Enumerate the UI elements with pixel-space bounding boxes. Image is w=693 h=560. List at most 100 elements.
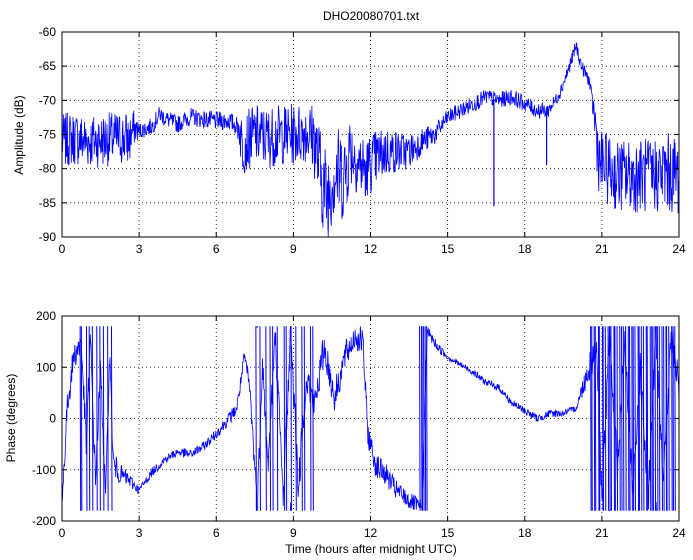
phase-wrap-line <box>255 326 257 511</box>
y-tick-label: -60 <box>39 25 57 39</box>
phase-wrap-line <box>607 326 610 511</box>
phase-wrap-line <box>276 326 279 511</box>
phase-wrap-line <box>99 326 101 511</box>
series-line <box>290 326 610 511</box>
phase-wrap-line <box>654 326 657 511</box>
phase-wrap-line <box>627 326 630 511</box>
y-tick-label: -80 <box>39 162 57 176</box>
x-tick-label: 6 <box>213 526 220 540</box>
chart-title: DHO20080701.txt <box>323 9 420 23</box>
phase-wrap-line <box>295 326 297 511</box>
phase-wrap-line <box>419 326 421 511</box>
phase-wrap-line <box>646 326 649 511</box>
series-amplitude <box>62 42 679 237</box>
phase-wrap-line <box>590 326 592 511</box>
phase-wrap-line <box>594 326 597 511</box>
phase-wrap-line <box>598 326 601 511</box>
series-line <box>62 42 679 237</box>
x-tick-label: 3 <box>136 242 143 256</box>
phase-wrap-line <box>85 326 88 511</box>
x-tick-label: 3 <box>136 526 143 540</box>
phase-wrap-line <box>614 326 616 511</box>
phase-wrap-line <box>625 326 627 511</box>
phase-wrap-line <box>269 326 272 511</box>
phase-wrap-line <box>632 326 635 511</box>
phase-wrap-line <box>649 326 652 511</box>
phase-wrap-line <box>602 326 605 511</box>
x-tick-label: 12 <box>364 242 378 256</box>
phase-wrap-line <box>613 326 615 511</box>
amplitude-panel: DHO20080701.txt 0 3 6 9 12 15 18 21 24 -90 -85 -80 -… <box>12 9 686 256</box>
phase-wrap-line <box>621 326 623 511</box>
y-tick-label: -200 <box>32 514 56 528</box>
phase-wrap-line <box>283 326 286 511</box>
series-phase <box>62 326 679 511</box>
series-line <box>62 334 258 511</box>
grid <box>62 316 679 521</box>
phase-wrap-line <box>671 326 673 511</box>
phase-wrap-line <box>656 326 659 511</box>
y-tick-label: -100 <box>32 463 56 477</box>
phase-wrap-line <box>634 326 636 511</box>
phase-wrap-line <box>645 326 648 511</box>
phase-panel: 0 3 6 9 12 15 18 21 24 -200 -100 0 100 200 Phase (deg… <box>4 309 686 556</box>
x-tick-label: 9 <box>290 242 297 256</box>
phase-wrap-line <box>652 326 654 511</box>
phase-wrap-line <box>629 326 631 511</box>
phase-wrap-line <box>301 326 303 511</box>
phase-wrap-line <box>79 326 82 511</box>
x-tick-label: 21 <box>595 242 609 256</box>
series-line <box>256 326 259 328</box>
phase-wrap-line <box>658 326 661 511</box>
series-line <box>289 502 292 511</box>
ticks: 0 3 6 9 12 15 18 21 24 -200 -100 0 100 200 <box>32 309 686 540</box>
phase-wrap-line <box>290 326 292 511</box>
phase-wrap-line <box>423 326 425 511</box>
phase-wrap-line <box>591 326 593 511</box>
phase-wrap-line <box>91 326 94 511</box>
y-tick-label: -85 <box>39 196 57 210</box>
phase-wrap-line <box>265 326 267 511</box>
x-tick-label: 6 <box>213 242 220 256</box>
phase-wrap-line <box>88 326 91 511</box>
x-tick-label: 18 <box>518 526 532 540</box>
phase-wrap-line <box>663 326 665 511</box>
phase-wrap-line <box>665 326 667 511</box>
phase-wrap-line <box>661 326 663 511</box>
x-tick-label: 0 <box>59 526 66 540</box>
phase-wrap-line <box>601 326 604 511</box>
x-tick-label: 15 <box>441 526 455 540</box>
phase-wrap-line <box>651 326 653 511</box>
phase-wrap-line <box>637 326 640 511</box>
phase-wrap-line <box>107 326 109 511</box>
phase-wrap-line <box>259 326 261 511</box>
phase-wrap-line <box>285 326 288 511</box>
y-tick-label: -75 <box>39 128 57 142</box>
y-axis-label: Amplitude (dB) <box>12 95 26 174</box>
phase-wrap-line <box>609 326 611 511</box>
x-tick-label: 21 <box>595 526 609 540</box>
x-tick-label: 18 <box>518 242 532 256</box>
phase-wrap-line <box>96 326 98 511</box>
phase-wrap-line <box>102 326 105 511</box>
phase-wrap-line <box>312 326 314 511</box>
x-tick-label: 12 <box>364 526 378 540</box>
phase-wrap-line <box>616 326 619 511</box>
phase-wrap-line <box>421 326 424 511</box>
phase-wrap-line <box>309 326 312 511</box>
y-tick-label: 200 <box>36 309 56 323</box>
phase-wrap-line <box>426 326 428 511</box>
y-tick-label: 100 <box>36 360 56 374</box>
phase-wrap-line <box>420 326 423 511</box>
phase-wrap-line <box>666 326 668 511</box>
phase-wrap-line <box>672 326 675 511</box>
x-tick-label: 24 <box>672 242 686 256</box>
phase-wrap-line <box>110 326 113 511</box>
phase-wrap-line <box>604 326 607 511</box>
phase-wrap-line <box>638 326 641 511</box>
x-tick-label: 0 <box>59 242 66 256</box>
phase-wrap-line <box>631 326 633 511</box>
phase-wrap-line <box>642 326 645 511</box>
y-axis-label: Phase (degrees) <box>4 374 18 463</box>
